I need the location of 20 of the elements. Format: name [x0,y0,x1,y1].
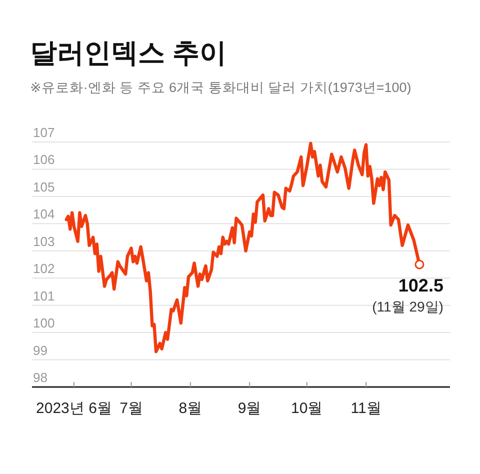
annotation: (11월 29일) [372,298,444,314]
y-tick-label: 106 [33,152,55,168]
x-tick-label: 2023년 6월 [36,400,112,417]
x-tick-label: 8월 [178,400,202,417]
y-tick-label: 101 [33,288,55,304]
x-tick-label: 10월 [291,400,323,417]
y-tick-label: 103 [33,234,55,249]
x-tick-label: 7월 [120,400,143,417]
y-tick-label: 105 [33,179,55,194]
y-tick-label: 104 [33,206,55,222]
y-tick-label: 98 [33,370,48,385]
chart-subtitle: ※유로화·엔화 등 주요 6개국 통화대비 달러 가치(1973년=100) [30,80,412,95]
x-tick-label: 9월 [238,400,262,417]
chart-title: 달러인덱스 추이 [30,38,227,68]
annotation: 102.5 [398,276,444,296]
y-tick-label: 107 [33,125,55,140]
y-tick-label: 100 [33,316,55,331]
x-tick-label: 11월 [350,400,382,417]
y-tick-label: 102 [33,261,55,276]
y-tick-label: 99 [33,342,48,358]
